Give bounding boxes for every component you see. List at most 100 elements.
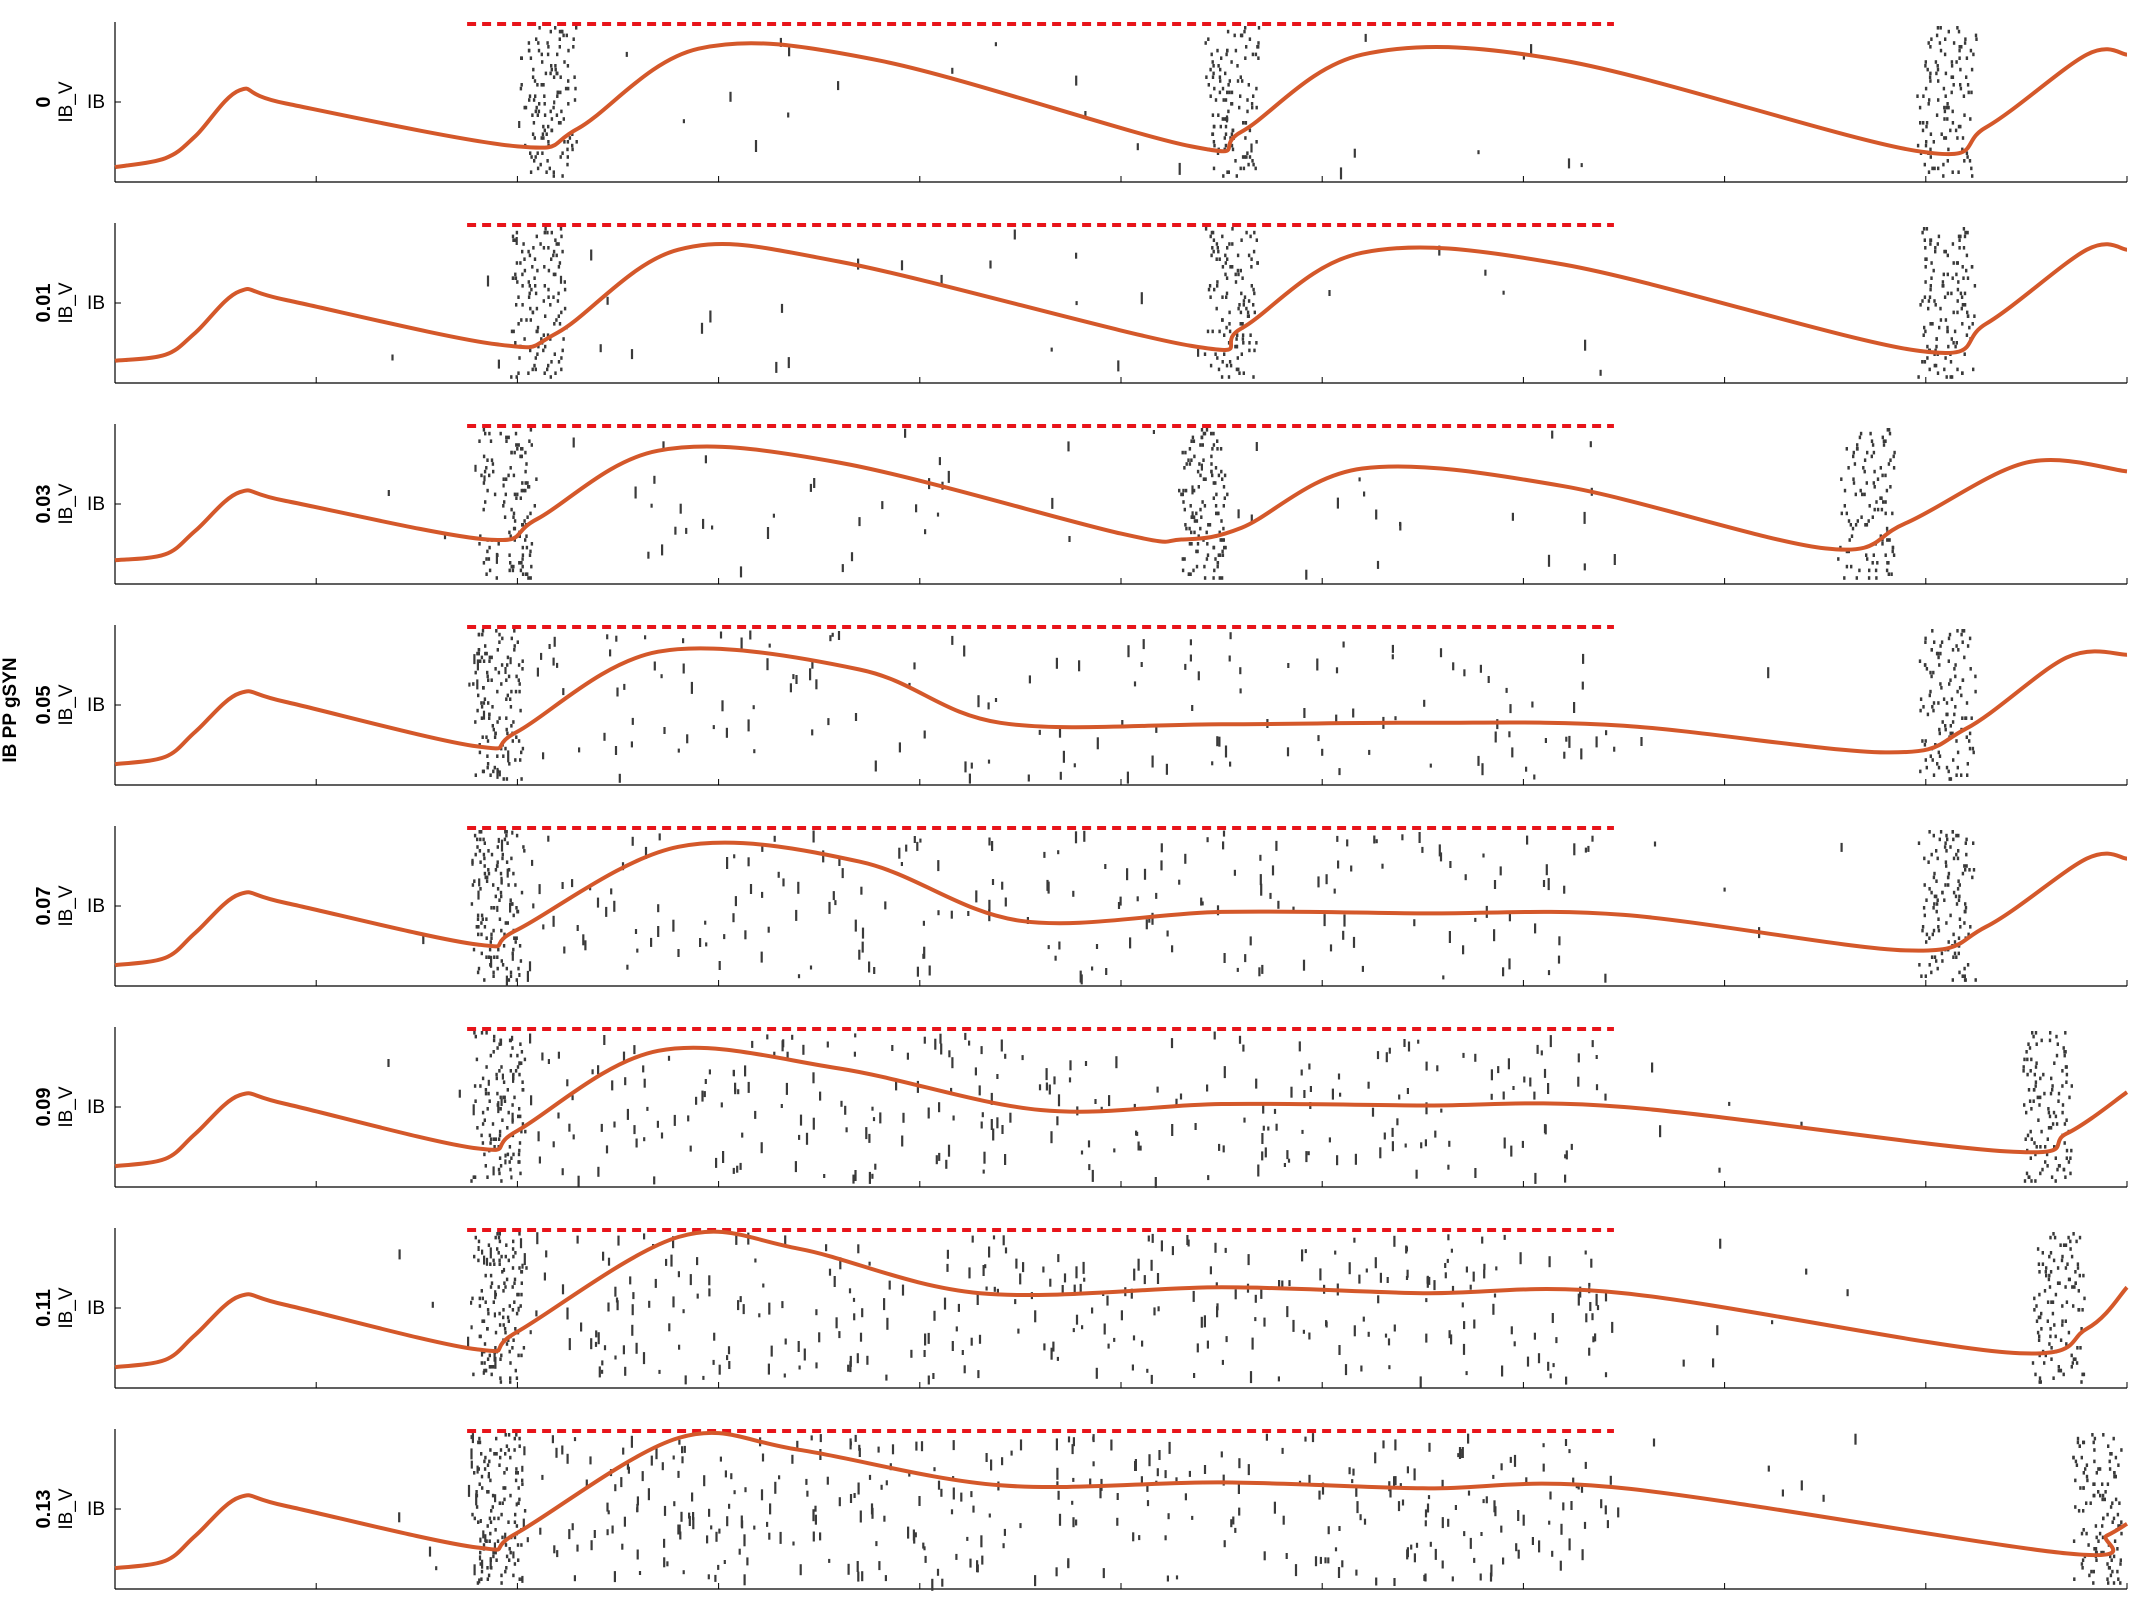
spike	[1939, 651, 1942, 656]
spike	[1365, 1268, 1368, 1273]
spike	[1477, 755, 1480, 766]
spike	[483, 1342, 487, 1346]
spike	[2109, 1573, 2113, 1578]
spike	[1261, 964, 1264, 974]
spike	[1223, 1066, 1226, 1079]
spike	[572, 1134, 575, 1140]
spike	[721, 700, 724, 712]
spike	[703, 1475, 706, 1487]
spike	[1886, 428, 1889, 432]
spike	[1323, 914, 1326, 927]
spike	[1966, 762, 1969, 766]
spike	[1617, 1507, 1620, 1518]
spike	[545, 1250, 548, 1258]
spike	[2040, 1311, 2043, 1316]
spike	[1004, 1247, 1008, 1254]
spike	[510, 375, 513, 379]
spike	[489, 1478, 492, 1483]
spike	[496, 860, 499, 864]
spike	[2097, 1490, 2100, 1494]
spike	[2095, 1558, 2098, 1562]
spike	[1206, 1084, 1209, 1092]
spike	[2030, 1057, 2033, 1062]
spike	[515, 833, 519, 838]
spike	[504, 1330, 507, 1335]
spike	[1481, 763, 1484, 776]
spike	[1238, 1458, 1241, 1469]
spike	[2034, 1080, 2038, 1084]
spike	[550, 360, 553, 364]
spike	[473, 879, 476, 883]
spike	[516, 1543, 520, 1547]
spike	[747, 857, 750, 867]
spike	[1972, 52, 1975, 57]
spike	[1892, 466, 1896, 470]
spike	[2027, 1088, 2031, 1092]
spike	[517, 678, 520, 682]
spike	[1557, 955, 1561, 964]
spike	[1852, 454, 1855, 459]
spike	[478, 542, 481, 546]
spike	[1880, 507, 1884, 512]
spike	[1950, 60, 1954, 64]
spike	[1212, 238, 1216, 242]
spike	[1889, 458, 1892, 462]
spike	[1956, 26, 1959, 30]
spike	[938, 1152, 941, 1161]
spike	[486, 1107, 489, 1111]
spike	[484, 1300, 487, 1304]
spike	[1083, 1277, 1086, 1282]
spike	[2082, 1440, 2086, 1445]
spike	[2084, 1467, 2087, 1471]
spike	[1247, 1254, 1250, 1266]
spike	[884, 1575, 887, 1582]
spike	[478, 849, 482, 853]
spike	[515, 978, 518, 982]
spike	[1138, 1535, 1141, 1541]
spike	[1067, 1558, 1070, 1569]
spike	[922, 1542, 925, 1549]
spike	[1294, 1564, 1298, 1577]
spike	[936, 1568, 940, 1576]
spike	[1255, 238, 1258, 242]
spike	[509, 657, 512, 665]
spike	[1952, 758, 1955, 762]
spike	[521, 553, 525, 557]
spike	[1937, 925, 1940, 929]
spike	[638, 1571, 642, 1575]
spike	[1215, 242, 1219, 246]
spike	[484, 875, 487, 880]
spike	[1010, 1450, 1013, 1456]
spike	[536, 1232, 539, 1245]
spike	[1224, 124, 1228, 129]
spike	[1972, 750, 1975, 755]
spike	[940, 274, 943, 286]
spike	[529, 549, 532, 554]
spike	[1946, 159, 1949, 163]
spike	[516, 640, 519, 644]
spike	[780, 1104, 783, 1108]
spike	[2034, 1031, 2038, 1035]
spike	[1261, 1151, 1264, 1161]
spike	[495, 1452, 498, 1456]
spike	[723, 934, 726, 940]
spike	[1208, 284, 1212, 288]
spike	[1056, 1481, 1059, 1486]
spike	[555, 253, 558, 258]
spike	[513, 629, 516, 633]
spike	[2113, 1539, 2117, 1543]
spike	[513, 1300, 516, 1304]
spike	[1360, 1365, 1363, 1372]
spike	[1243, 1117, 1246, 1123]
spike	[857, 1244, 860, 1254]
spike	[1928, 963, 1931, 967]
spike	[1573, 843, 1576, 856]
spike	[1014, 1299, 1017, 1305]
spike	[957, 1303, 960, 1312]
spike	[533, 363, 536, 368]
spike	[512, 515, 515, 519]
spike	[1448, 1330, 1451, 1339]
spike	[1800, 1480, 1803, 1491]
spike	[496, 1046, 499, 1050]
spike	[489, 1531, 492, 1536]
